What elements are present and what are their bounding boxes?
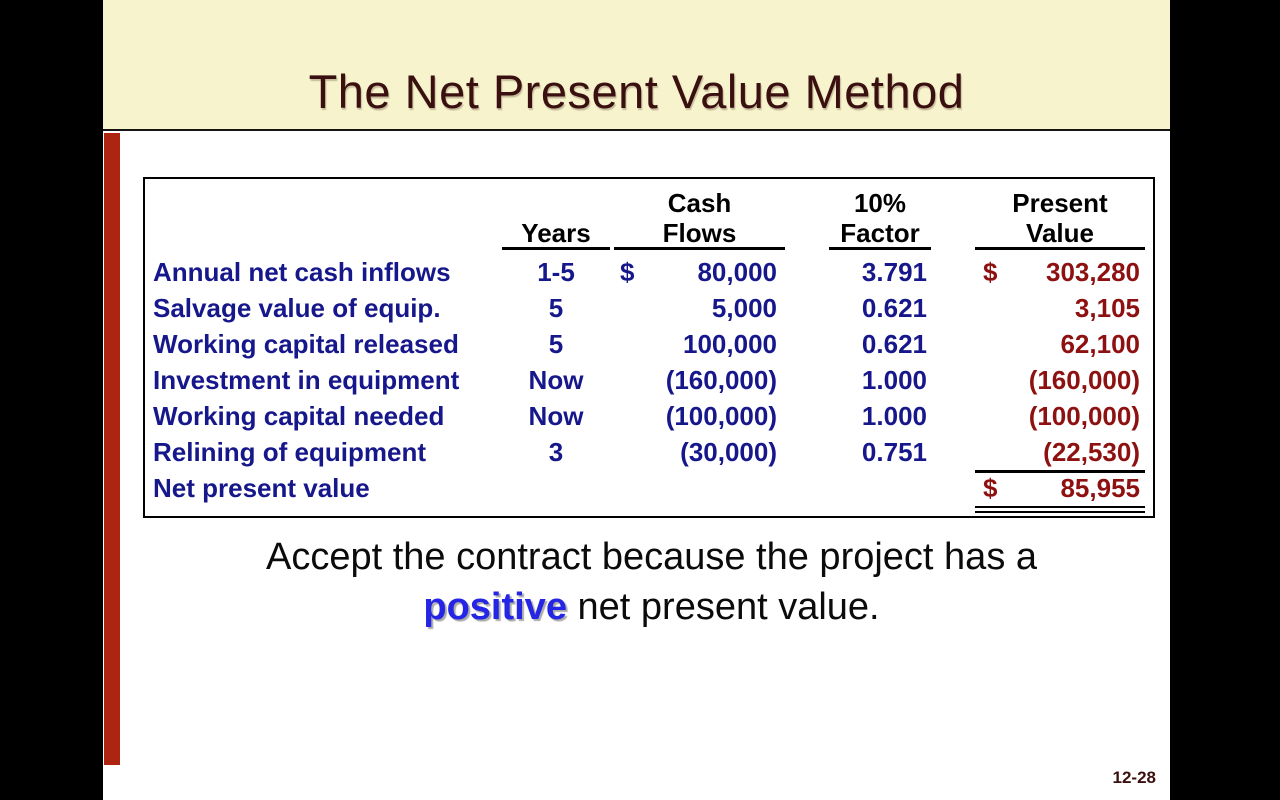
present-value-cell: 62,100 bbox=[935, 326, 1153, 362]
row-label: Net present value bbox=[153, 473, 370, 503]
factor-cell bbox=[787, 470, 935, 513]
header-factor-bottom: Factor bbox=[829, 219, 931, 250]
table-row: Salvage value of equip. 5 5,000 0.621 3,… bbox=[145, 290, 1153, 326]
cash-amount: (160,000) bbox=[665, 365, 777, 395]
cash-flow-cell bbox=[612, 470, 787, 513]
row-label: Relining of equipment bbox=[153, 437, 426, 467]
table-header: Cash 10% Present Years Flows Factor Valu… bbox=[145, 179, 1153, 254]
cash-amount: 100,000 bbox=[683, 329, 777, 359]
years-cell bbox=[500, 470, 612, 513]
row-label: Salvage value of equip. bbox=[153, 293, 441, 323]
factor-cell: 0.751 bbox=[861, 437, 927, 467]
present-value-cell: (100,000) bbox=[935, 398, 1153, 434]
present-value-cell: $ 85,955 bbox=[935, 470, 1153, 513]
header-pv-bottom: Value bbox=[975, 219, 1145, 250]
cash-amount: (30,000) bbox=[680, 437, 777, 467]
factor-cell: 1.000 bbox=[861, 401, 927, 431]
caption-line-2-rest: net present value. bbox=[566, 586, 880, 628]
row-label: Working capital needed bbox=[153, 401, 445, 431]
factor-cell: 0.621 bbox=[861, 329, 927, 359]
cash-amount: 80,000 bbox=[697, 257, 777, 287]
table-row: Working capital released 5 100,000 0.621… bbox=[145, 326, 1153, 362]
header-years: Years bbox=[502, 219, 610, 250]
factor-cell: 1.000 bbox=[861, 365, 927, 395]
pv-amount: (160,000) bbox=[1028, 365, 1140, 395]
cash-flow-cell: (30,000) bbox=[612, 434, 787, 473]
table-header-row-top: Cash 10% Present bbox=[145, 189, 1153, 219]
table-row: Annual net cash inflows 1-5 $ 80,000 3.7… bbox=[145, 254, 1153, 290]
caption: Accept the contract because the project … bbox=[103, 532, 1170, 632]
row-label: Working capital released bbox=[153, 329, 459, 359]
page-number: 12-28 bbox=[1112, 768, 1156, 787]
present-value-cell: (160,000) bbox=[935, 362, 1153, 398]
slide-title: The Net Present Value Method bbox=[308, 65, 965, 118]
row-label: Annual net cash inflows bbox=[153, 257, 451, 287]
present-value-cell: (22,530) bbox=[935, 434, 1153, 473]
cash-amount bbox=[620, 470, 777, 513]
table-row: Investment in equipment Now (160,000) 1.… bbox=[145, 362, 1153, 398]
caption-line-1: Accept the contract because the project … bbox=[265, 536, 1038, 578]
present-value-cell: 3,105 bbox=[935, 290, 1153, 326]
pv-amount: (100,000) bbox=[1028, 401, 1140, 431]
caption-highlight: positive bbox=[423, 586, 567, 628]
table-header-row-bottom: Years Flows Factor Value bbox=[145, 219, 1153, 254]
present-value-cell: $ 303,280 bbox=[935, 254, 1153, 290]
header-cash-bottom: Flows bbox=[614, 219, 785, 250]
pv-amount: 85,955 bbox=[1060, 473, 1140, 503]
cash-flow-cell: $ 80,000 bbox=[612, 254, 787, 290]
cash-currency: $ bbox=[620, 257, 635, 287]
cash-flow-cell: 5,000 bbox=[612, 290, 787, 326]
years-cell: 1-5 bbox=[537, 257, 575, 287]
cash-flow-cell: (100,000) bbox=[612, 398, 787, 434]
years-cell: Now bbox=[528, 401, 584, 431]
factor-cell: 3.791 bbox=[861, 257, 927, 287]
title-band: The Net Present Value Method bbox=[103, 0, 1170, 131]
cash-amount: (100,000) bbox=[665, 401, 777, 431]
pv-currency: $ bbox=[983, 473, 998, 503]
pv-amount: 3,105 bbox=[1074, 293, 1140, 323]
pv-amount: (22,530) bbox=[1043, 437, 1140, 467]
pv-currency: $ bbox=[983, 257, 998, 287]
years-cell: 5 bbox=[548, 293, 564, 323]
npv-table: Cash 10% Present Years Flows Factor Valu… bbox=[143, 177, 1155, 518]
factor-cell: 0.621 bbox=[861, 293, 927, 323]
slide: The Net Present Value Method Cash 10% Pr… bbox=[103, 0, 1170, 800]
table-row: Relining of equipment 3 (30,000) 0.751 (… bbox=[145, 434, 1153, 473]
cash-flow-cell: (160,000) bbox=[612, 362, 787, 398]
pv-amount: 62,100 bbox=[1060, 329, 1140, 359]
row-label: Investment in equipment bbox=[153, 365, 460, 395]
caption-line-2: positive net present value. bbox=[133, 582, 1170, 632]
years-cell: 5 bbox=[548, 329, 564, 359]
header-pv-top: Present bbox=[1012, 188, 1108, 218]
table-row-total: Net present value $ 85,955 bbox=[145, 470, 1153, 513]
table-row: Working capital needed Now (100,000) 1.0… bbox=[145, 398, 1153, 434]
header-factor-top: 10% bbox=[853, 188, 907, 218]
accent-bar bbox=[104, 133, 120, 765]
cash-flow-cell: 100,000 bbox=[612, 326, 787, 362]
header-cash-top: Cash bbox=[667, 188, 732, 218]
cash-amount: 5,000 bbox=[711, 293, 777, 323]
years-cell: Now bbox=[528, 365, 584, 395]
pv-amount: 303,280 bbox=[1046, 257, 1140, 287]
years-cell: 3 bbox=[548, 437, 564, 467]
